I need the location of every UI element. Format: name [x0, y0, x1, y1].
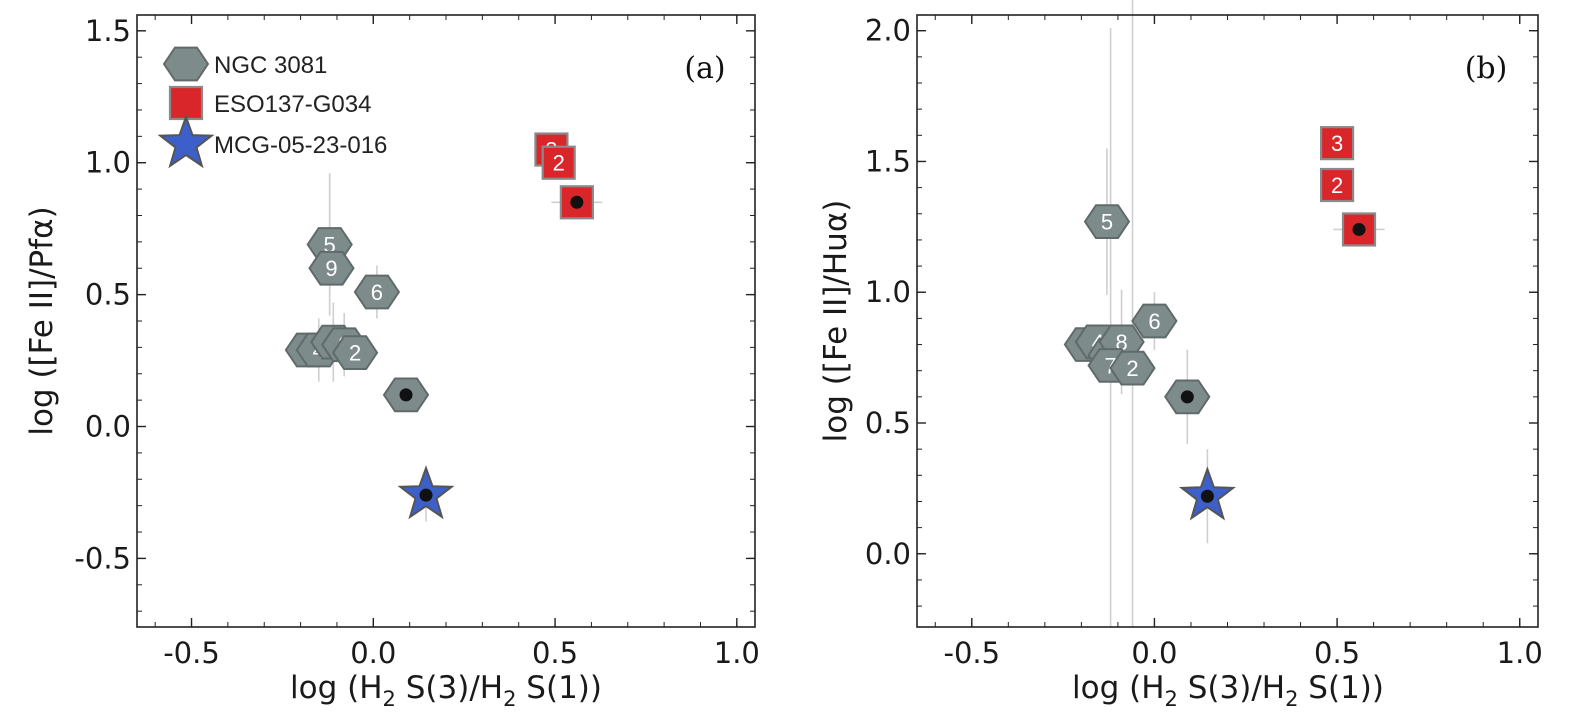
center-dot	[1352, 222, 1366, 236]
point-label: 3	[1331, 131, 1343, 156]
panel-a-x-tick-label: 1.0	[714, 636, 760, 670]
eso137-g034-point	[541, 145, 576, 180]
legend-label-mcg-05-23-016: MCG-05-23-016	[214, 132, 387, 159]
panel-b: 5634987232 -0.50.00.51.00.00.51.01.52.0 …	[818, 0, 1543, 711]
center-dot	[419, 488, 433, 502]
panel-b-x-tick-label: 1.0	[1497, 636, 1543, 670]
point-label: 2	[553, 151, 565, 176]
panel-b-y-tick-label: 0.5	[865, 406, 911, 440]
panel-a-label: (a)	[684, 51, 725, 86]
panel-a-y-tick-label: 0.0	[85, 410, 131, 444]
ngc-3081-point	[1109, 350, 1156, 386]
panel-b-y-tick-label: 1.0	[865, 275, 911, 309]
panel-b-y-tick-label: 1.5	[865, 144, 911, 178]
panel-b-x-tick-label: 0.5	[1314, 636, 1360, 670]
point-label: 2	[1331, 173, 1343, 198]
panel-b-x-tick-label: -0.5	[943, 636, 1000, 670]
ngc-3081-point	[353, 274, 401, 310]
center-dot	[1180, 390, 1194, 404]
panel-a-y-axis-label: log ([Fe II]/Pfα)	[24, 206, 60, 435]
legend-marker-mcg-05-23-016	[157, 114, 215, 169]
center-dot	[399, 388, 413, 402]
ngc-3081-point	[1131, 303, 1178, 339]
panel-b-x-tick-label: 0.0	[1131, 636, 1177, 670]
point-label: 9	[325, 256, 337, 281]
panel-b-label: (b)	[1465, 51, 1508, 86]
panel-a-y-tick-label: 0.5	[85, 278, 131, 312]
point-label: 6	[1148, 309, 1160, 334]
panel-b-frame	[916, 14, 1539, 628]
legend-marker-ngc-3081	[162, 46, 210, 82]
panel-a-y-tick-label: 1.0	[85, 146, 131, 180]
point-label: 2	[1126, 356, 1138, 381]
panel-b-x-axis-label: log (H2 S(3)/H2 S(1))	[1072, 670, 1384, 711]
panel-a-y-tick-label: -0.5	[74, 541, 131, 575]
panel-b-y-tick-label: 2.0	[865, 14, 911, 48]
panel-b-y-axis-label: log ([Fe II]/Huα)	[818, 200, 854, 443]
ngc-3081-point	[308, 250, 355, 286]
legend: NGC 3081 ESO137-G034 MCG-05-23-016	[157, 46, 387, 169]
point-label: 2	[349, 341, 361, 366]
panel-a-x-tick-label: 0.0	[350, 636, 396, 670]
panel-a-y-tick-label: 1.5	[85, 14, 131, 48]
point-label: 6	[371, 280, 383, 305]
legend-label-ngc-3081: NGC 3081	[214, 52, 327, 79]
center-dot	[570, 195, 584, 209]
point-label: 5	[1101, 210, 1113, 235]
legend-label-eso137-g034: ESO137-G034	[214, 91, 371, 118]
ngc-3081-point	[1083, 204, 1131, 239]
center-dot	[1200, 489, 1214, 503]
eso137-g034-point	[1319, 126, 1355, 161]
panel-a-x-axis-label: log (H2 S(3)/H2 S(1))	[290, 670, 602, 711]
panel-b-y-tick-label: 0.0	[865, 537, 911, 571]
panel-a-x-tick-label: -0.5	[163, 636, 220, 670]
panel-a: 5963478232 -0.50.00.51.0-0.50.00.51.01.5…	[24, 14, 760, 711]
panel-a-x-tick-label: 0.5	[532, 636, 578, 670]
eso137-g034-point	[1319, 167, 1355, 203]
ngc-3081-point	[331, 335, 379, 370]
